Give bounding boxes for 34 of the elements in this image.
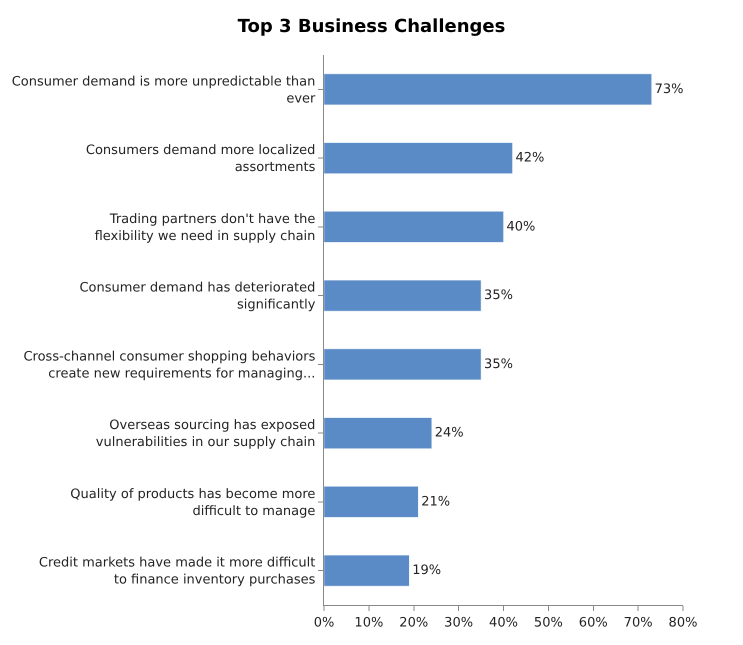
x-tick-label: 50% [534, 616, 563, 631]
data-label: 35% [484, 356, 513, 372]
x-tick-label: 30% [444, 616, 474, 631]
chart-title: Top 3 Business Challenges [238, 16, 506, 37]
bar [324, 142, 513, 174]
x-tick-label: 60% [578, 616, 608, 631]
bar [324, 280, 482, 312]
bar [324, 486, 418, 518]
data-label: 73% [654, 82, 684, 97]
data-label: 24% [434, 426, 464, 441]
y-tick-label: Consumers demand more localized assortments [86, 143, 316, 176]
y-tick-label: Consumer demand has deteriorated significantly [79, 280, 316, 313]
y-tick-label: Overseas sourcing has exposed vulnerabilities in our supply chain [96, 418, 316, 450]
data-label: 40% [506, 219, 536, 234]
y-tick-label: Trading partners don't have the flexibility we need in supply chain [94, 212, 316, 244]
bar [324, 211, 504, 243]
data-label: 35% [484, 288, 513, 304]
y-tick-label: Consumer demand is more unpredictable than ever [12, 74, 316, 106]
y-tick-label: Quality of products has become more difficult to manage [70, 486, 316, 519]
x-tick-label: 80% [668, 616, 698, 631]
x-tick-label: 20% [399, 616, 428, 631]
y-tick-label: Cross-channel consumer shopping behaviors create new requirements for managing... [23, 349, 316, 382]
bar [324, 417, 432, 449]
x-tick-label: 40% [489, 616, 518, 631]
x-tick-label: 10% [354, 616, 384, 631]
y-tick-label: Credit markets have made it more difficult to finance inventory purchases [38, 556, 316, 588]
x-tick-label: 70% [624, 616, 653, 631]
bar [324, 74, 652, 106]
bar [324, 554, 410, 586]
data-label: 21% [421, 494, 450, 510]
data-label: 42% [515, 150, 544, 166]
data-label: 19% [412, 563, 442, 578]
bar [324, 348, 482, 380]
x-tick-label: 0% [314, 616, 334, 631]
